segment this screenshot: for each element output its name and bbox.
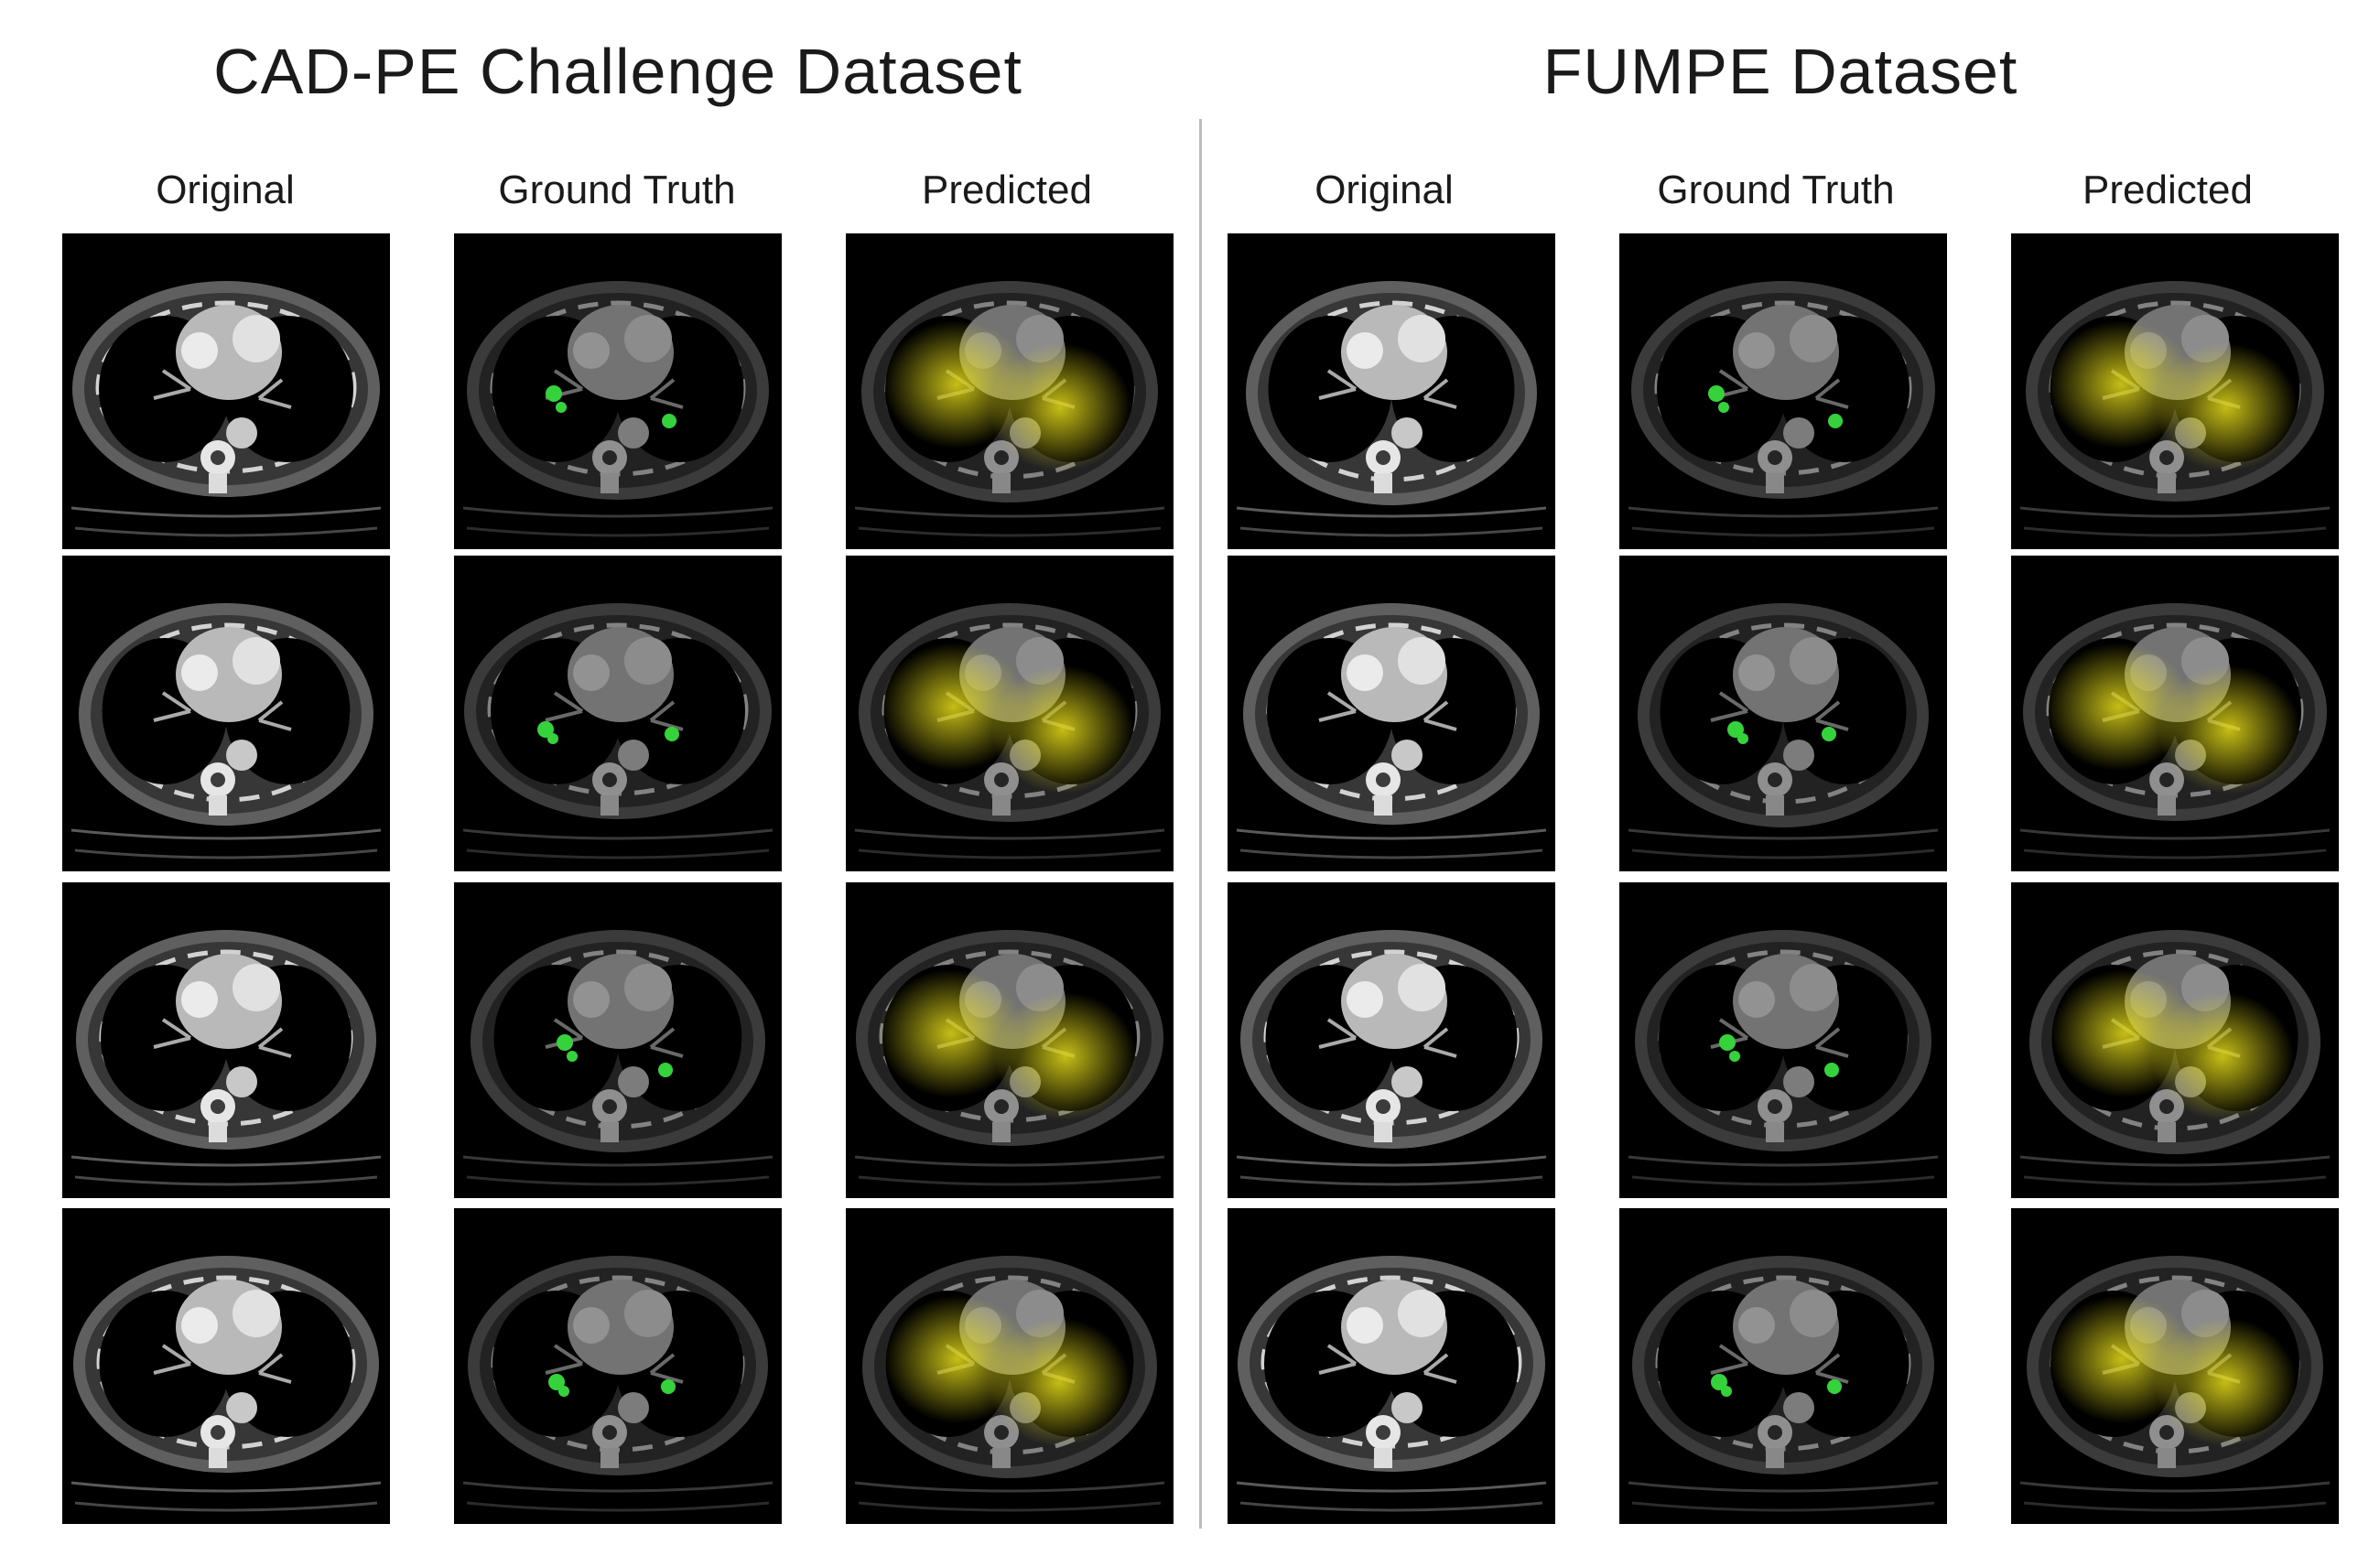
fumpe-original-scan-second <box>1228 556 1555 871</box>
fumpe-original-scan-fourth <box>1228 1208 1555 1524</box>
fumpe-dataset-title: FUMPE Dataset <box>1542 36 2018 107</box>
cad-ground-truth-scan-first <box>454 233 782 549</box>
fumpe-predicted-scan-first <box>2011 233 2339 549</box>
fumpe-ground-truth-scan-second <box>1619 556 1947 871</box>
fumpe-ground-truth-scan-fourth <box>1619 1208 1947 1524</box>
fumpe-predicted-scan-second <box>2011 556 2339 871</box>
cad-predicted-scan-third <box>846 882 1174 1198</box>
cad-original-scan-second <box>62 556 390 871</box>
cad-ground-truth-scan-third <box>454 882 782 1198</box>
cad-ground-truth-scan-fourth <box>454 1208 782 1524</box>
cad-pe-dataset-title: CAD-PE Challenge Dataset <box>213 36 1022 107</box>
fumpe-original-scan-first <box>1228 233 1555 549</box>
fumpe-predicted-label: Predicted <box>2082 167 2253 212</box>
fumpe-original-scan-third <box>1228 882 1555 1198</box>
cad-original-scan-first <box>62 233 390 549</box>
cad-predicted-scan-first <box>846 233 1174 549</box>
fumpe-predicted-scan-third <box>2011 882 2339 1198</box>
section-divider <box>1199 119 1202 1529</box>
cad-predicted-label: Predicted <box>922 167 1092 212</box>
fumpe-ground-truth-label: Ground Truth <box>1657 167 1895 212</box>
cad-original-scan-third <box>62 882 390 1198</box>
cad-original-label: Original <box>156 167 295 212</box>
cad-predicted-scan-fourth <box>846 1208 1174 1524</box>
cad-ground-truth-label: Ground Truth <box>498 167 736 212</box>
fumpe-predicted-scan-fourth <box>2011 1208 2339 1524</box>
fumpe-original-label: Original <box>1314 167 1454 212</box>
cad-original-scan-fourth <box>62 1208 390 1524</box>
fumpe-ground-truth-scan-third <box>1619 882 1947 1198</box>
fumpe-ground-truth-scan-first <box>1619 233 1947 549</box>
cad-predicted-scan-second <box>846 556 1174 871</box>
cad-ground-truth-scan-second <box>454 556 782 871</box>
